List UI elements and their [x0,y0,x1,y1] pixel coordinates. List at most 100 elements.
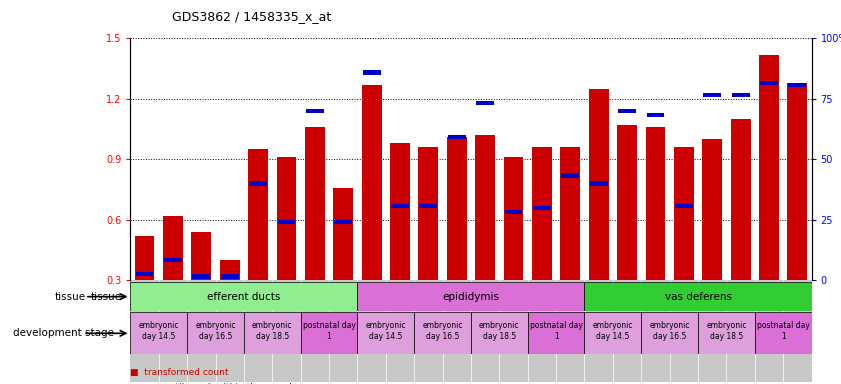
Text: tissue: tissue [55,291,86,302]
Bar [187,280,215,382]
Bar [249,181,267,186]
Bar [698,312,754,354]
Bar [390,143,410,280]
Bar [391,204,409,208]
Text: epididymis: epididymis [442,291,500,302]
Bar [760,81,778,85]
Bar [420,204,437,208]
Bar [561,173,579,178]
Bar [754,312,812,354]
Bar [419,147,438,280]
Bar [641,280,669,382]
Text: embryonic
day 14.5: embryonic day 14.5 [593,321,633,341]
Bar [362,85,382,280]
Bar [386,280,414,382]
Bar [278,220,295,224]
Bar [759,55,779,280]
Bar [471,312,528,354]
Text: embryonic
day 16.5: embryonic day 16.5 [649,321,690,341]
Bar [272,280,300,382]
Bar [357,312,414,354]
Bar [504,157,523,280]
Bar [414,312,471,354]
Bar [130,280,159,382]
Bar [584,282,812,311]
Bar [447,137,467,280]
Bar [306,109,324,113]
Text: ■  transformed count: ■ transformed count [130,368,229,377]
Bar [187,312,244,354]
Bar [500,280,527,382]
Bar [703,93,722,97]
Bar [647,113,664,117]
Bar [617,125,637,280]
Text: embryonic
day 14.5: embryonic day 14.5 [139,321,179,341]
Text: vas deferens: vas deferens [664,291,732,302]
Bar [533,205,551,210]
Text: postnatal day
1: postnatal day 1 [530,321,583,341]
Bar [590,181,608,186]
Bar [754,280,783,382]
Bar [135,236,155,280]
Bar [135,272,154,276]
Bar [783,280,812,382]
Bar [505,210,522,214]
Bar [674,147,694,280]
Bar [130,312,187,354]
Text: ■  percentile rank within the sample: ■ percentile rank within the sample [130,383,298,384]
Bar [192,232,211,280]
Text: development stage: development stage [13,328,114,338]
Bar [442,280,471,382]
Bar [248,149,268,280]
Bar [584,280,613,382]
Bar [788,83,807,87]
Bar [277,157,296,280]
Bar [471,280,500,382]
Bar [447,135,466,139]
Text: embryonic
day 16.5: embryonic day 16.5 [422,321,463,341]
Bar [305,127,325,280]
Bar [698,280,727,382]
Bar [476,101,495,105]
Bar [220,260,240,280]
Bar [674,204,693,208]
Bar [215,280,244,382]
Bar [164,258,182,262]
Bar [787,83,807,280]
Text: embryonic
day 18.5: embryonic day 18.5 [706,321,747,341]
Text: postnatal day
1: postnatal day 1 [303,321,356,341]
Bar [532,147,552,280]
Bar [300,280,329,382]
Bar [357,280,386,382]
Bar [163,216,182,280]
Text: embryonic
day 14.5: embryonic day 14.5 [366,321,406,341]
Bar [702,139,722,280]
Bar [357,282,584,311]
Text: embryonic
day 18.5: embryonic day 18.5 [252,321,293,341]
Bar [220,274,239,278]
Bar [244,280,272,382]
Bar [130,282,357,311]
Bar [641,312,698,354]
Bar [333,187,353,280]
Bar [727,280,754,382]
Bar [613,280,641,382]
Bar [414,280,442,382]
Bar [244,312,300,354]
Bar [334,220,352,224]
Bar [732,93,749,97]
Bar [646,127,665,280]
Bar [528,312,584,354]
Text: embryonic
day 16.5: embryonic day 16.5 [195,321,235,341]
Text: postnatal day
1: postnatal day 1 [757,321,810,341]
Bar [475,135,495,280]
Bar [528,280,556,382]
Bar [193,274,210,278]
Bar [584,312,641,354]
Text: embryonic
day 18.5: embryonic day 18.5 [479,321,520,341]
Bar [556,280,584,382]
Bar [669,280,698,382]
Bar [731,119,750,280]
Bar [560,147,580,280]
Bar [618,109,636,113]
